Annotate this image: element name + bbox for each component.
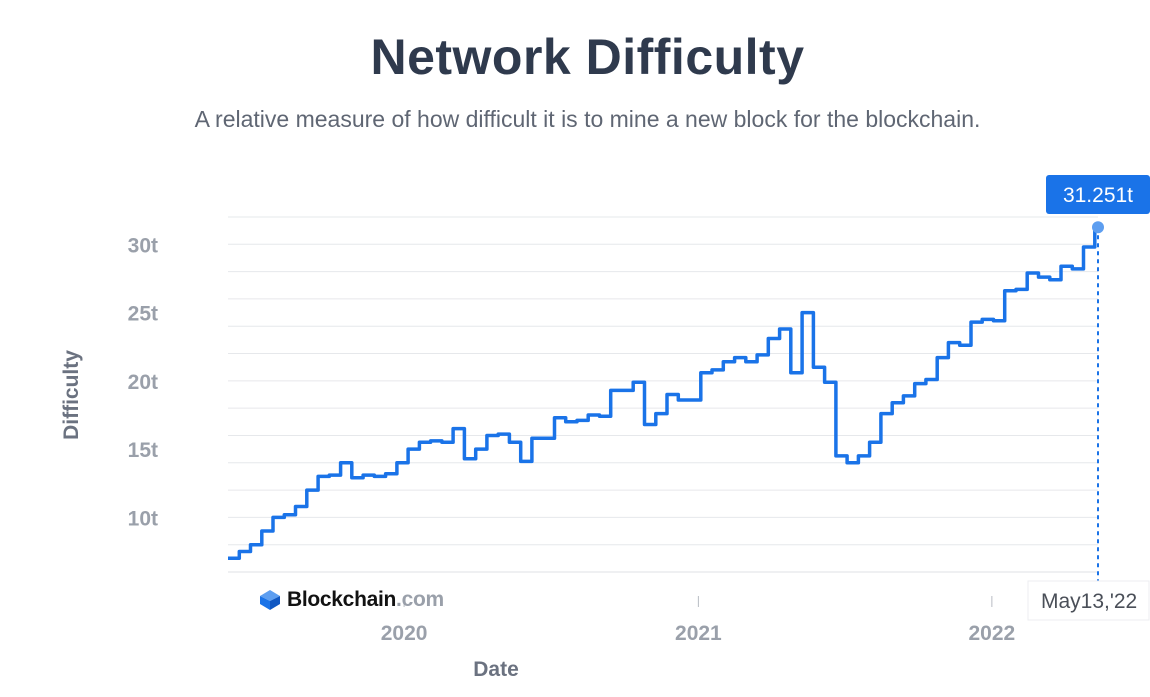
x-axis-ticks: 2020 2021 2022 — [381, 596, 1015, 645]
blockchain-cube-icon — [260, 590, 280, 610]
x-tick-label: 2020 — [381, 622, 428, 645]
chart-title: Network Difficulty — [370, 29, 805, 85]
y-axis-label: Difficulty — [60, 350, 83, 440]
tooltip-value-badge: 31.251t — [1046, 175, 1150, 214]
tooltip-date-text: May13,'22 — [1041, 590, 1137, 613]
blockchain-logo[interactable]: Blockchain .com — [258, 588, 444, 612]
y-tick-label: 20t — [128, 371, 158, 394]
tooltip-value-text: 31.251t — [1063, 184, 1133, 207]
difficulty-series-line[interactable] — [228, 225, 1098, 561]
x-tick-label: 2021 — [675, 622, 722, 645]
chart-subtitle: A relative measure of how difficult it i… — [194, 106, 981, 132]
y-tick-label: 10t — [128, 507, 158, 530]
hover-point[interactable] — [1092, 221, 1104, 234]
y-axis-ticks: 10t 15t 20t 25t 30t — [128, 234, 158, 530]
y-tick-label: 30t — [128, 234, 158, 257]
y-tick-label: 25t — [128, 303, 158, 326]
tooltip-date-badge: May13,'22 — [1027, 580, 1150, 621]
logo-suffix: .com — [396, 588, 444, 611]
logo-text: Blockchain — [287, 588, 397, 611]
grid-lines — [228, 216, 1098, 546]
y-tick-label: 15t — [128, 439, 158, 462]
x-axis-label: Date — [473, 658, 519, 681]
x-tick-label: 2022 — [969, 622, 1016, 645]
